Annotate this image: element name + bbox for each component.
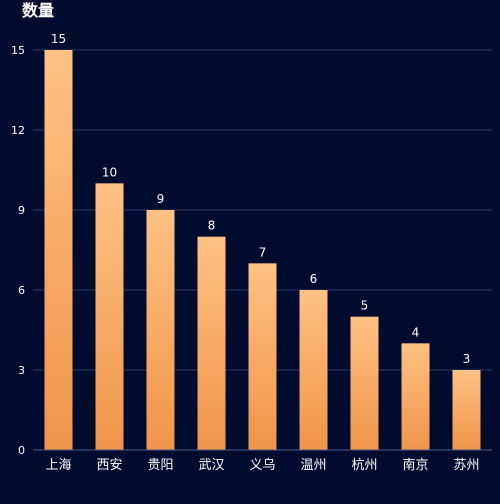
bar-1[interactable]	[95, 183, 124, 451]
x-axis-ticks: 上海 西安 贵阳 武汉 义乌 温州 杭州 南京 苏州	[45, 457, 479, 473]
x-tick-label: 义乌	[249, 457, 275, 473]
y-tick-label: 15	[11, 44, 25, 57]
y-tick-label: 0	[18, 444, 25, 457]
x-tick-label: 苏州	[453, 457, 479, 473]
chart-title: 数量	[22, 1, 54, 20]
data-label: 5	[361, 299, 369, 313]
y-tick-label: 12	[11, 124, 25, 137]
bar-6[interactable]	[350, 316, 379, 450]
bar-4[interactable]	[248, 263, 277, 450]
y-tick-label: 9	[18, 204, 25, 217]
x-tick-label: 贵阳	[147, 458, 173, 473]
data-label: 10	[102, 165, 117, 179]
y-axis-ticks: 0 3 6 9 12 15	[11, 44, 25, 457]
bar-7[interactable]	[401, 343, 430, 450]
x-tick-label: 杭州	[351, 458, 377, 473]
bar-3[interactable]	[197, 236, 226, 450]
x-tick-label: 西安	[96, 458, 122, 473]
y-tick-label: 3	[18, 364, 25, 377]
data-label: 7	[259, 245, 267, 259]
data-label: 3	[463, 352, 471, 366]
x-tick-label: 温州	[300, 458, 326, 473]
y-tick-label: 6	[18, 284, 25, 297]
data-label: 8	[208, 219, 216, 233]
bars	[44, 50, 481, 451]
x-tick-label: 南京	[402, 457, 428, 473]
data-label: 4	[412, 325, 420, 339]
bar-8[interactable]	[452, 370, 481, 450]
x-tick-label: 武汉	[198, 458, 224, 473]
data-label: 15	[51, 32, 66, 46]
data-label: 6	[310, 272, 318, 286]
bar-2[interactable]	[146, 210, 175, 450]
bar-5[interactable]	[299, 290, 328, 450]
data-labels: 15 10 9 8 7 6 5 4 3	[51, 32, 470, 366]
x-tick-label: 上海	[45, 458, 71, 473]
data-label: 9	[157, 192, 165, 206]
bar-0[interactable]	[44, 50, 73, 450]
